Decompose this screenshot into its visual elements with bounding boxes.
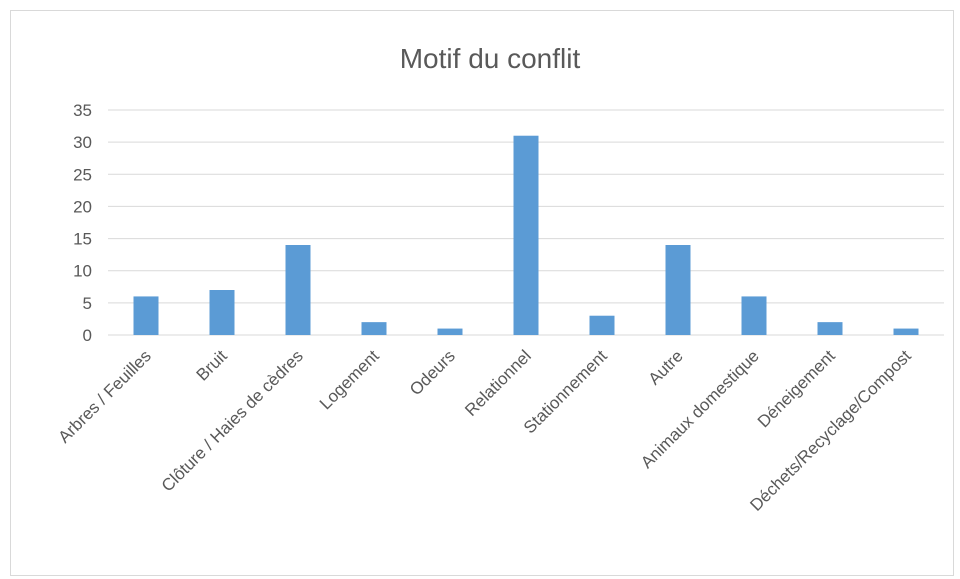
bar <box>893 328 919 335</box>
y-tick-label: 10 <box>73 262 92 281</box>
bar <box>513 135 539 335</box>
x-category-label: Autre <box>645 346 687 388</box>
y-tick-label: 30 <box>73 133 92 152</box>
bar <box>741 296 767 335</box>
y-tick-label: 5 <box>83 294 92 313</box>
bar <box>589 315 615 335</box>
y-tick-label: 0 <box>83 326 92 345</box>
x-category-label: Déneigement <box>754 346 839 431</box>
x-category-label: Logement <box>316 346 383 413</box>
y-tick-label: 15 <box>73 230 92 249</box>
chart-frame <box>10 10 954 576</box>
bar <box>817 322 843 335</box>
y-tick-label: 35 <box>73 101 92 120</box>
chart-title: Motif du conflit <box>400 43 581 74</box>
x-category-label: Arbres / Feuilles <box>55 346 155 446</box>
x-category-label: Bruit <box>193 346 231 384</box>
y-tick-label: 20 <box>73 197 92 216</box>
y-axis-ticks: 0 5 10 15 20 25 30 35 <box>73 101 92 345</box>
y-tick-label: 25 <box>73 165 92 184</box>
x-category-label: Relationnel <box>461 346 535 420</box>
x-category-label: Clôture / Haies de cèdres <box>158 346 307 495</box>
bar <box>133 296 159 335</box>
bar <box>209 290 235 335</box>
bar <box>437 328 463 335</box>
bars <box>133 135 919 335</box>
x-category-label: Déchets/Recyclage/Compost <box>746 346 915 515</box>
bar <box>285 245 311 335</box>
bar <box>665 245 691 335</box>
bar <box>361 322 387 335</box>
x-category-label: Odeurs <box>406 346 459 399</box>
